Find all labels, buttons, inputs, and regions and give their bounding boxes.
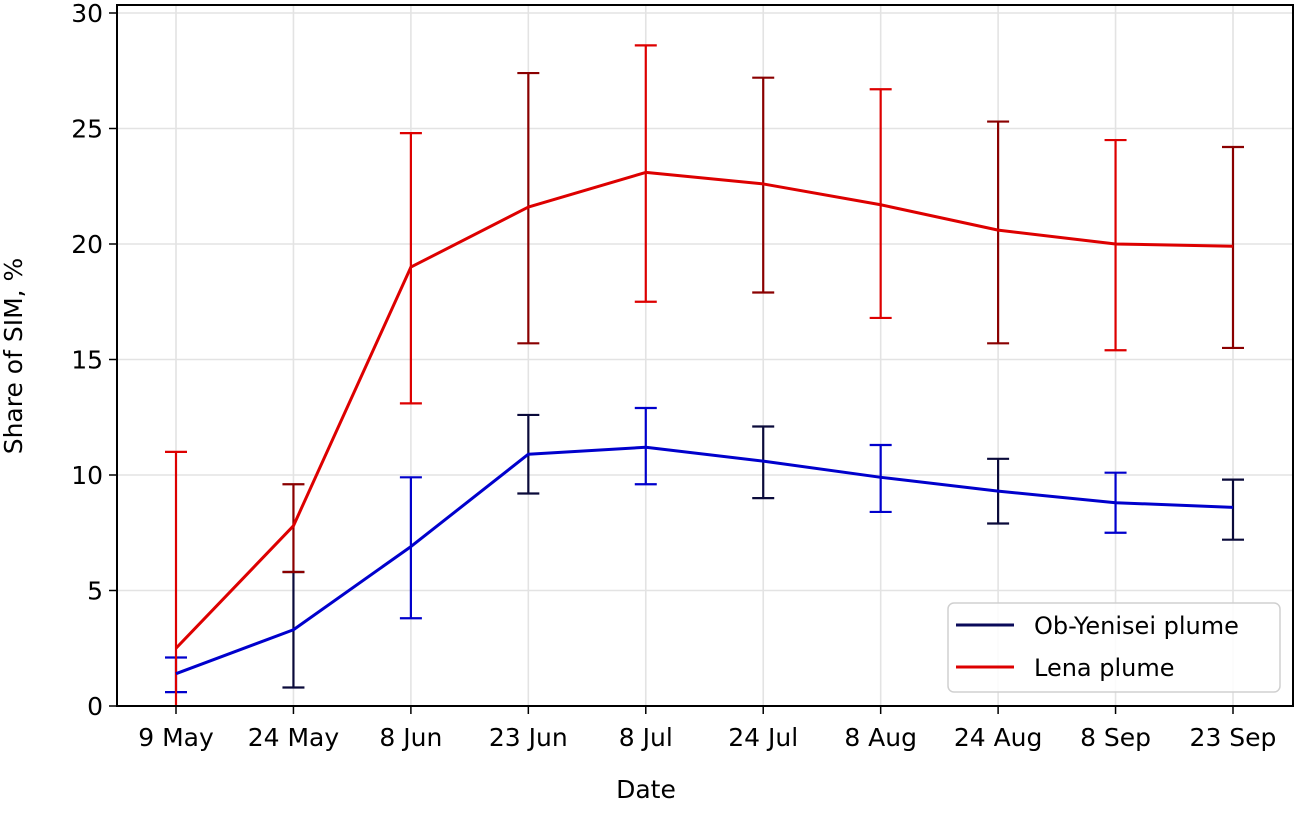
y-tick-label: 20 bbox=[71, 230, 103, 259]
y-axis-title: Share of SIM, % bbox=[0, 258, 28, 455]
x-tick-label: 9 May bbox=[138, 723, 214, 752]
y-tick-label: 30 bbox=[71, 0, 103, 28]
x-tick-label: 23 Jun bbox=[489, 723, 568, 752]
legend-box bbox=[947, 602, 1281, 693]
series-lines bbox=[174, 170, 1234, 676]
legend-label-ob-yenisei: Ob-Yenisei plume bbox=[1034, 612, 1239, 640]
x-tick-label: 8 Aug bbox=[844, 723, 917, 752]
x-tick-label: 24 May bbox=[248, 723, 340, 752]
x-axis-ticks: 9 May 24 May 8 Jun 23 Jun 8 Jul 24 Jul 8 Aug 24… bbox=[138, 706, 1276, 752]
error-bars bbox=[165, 44, 1244, 706]
y-tick-label: 10 bbox=[71, 461, 103, 490]
series-line-lena bbox=[174, 170, 1234, 650]
x-tick-label: 23 Sep bbox=[1190, 723, 1277, 752]
x-tick-label: 24 Aug bbox=[954, 723, 1043, 752]
y-tick-label: 5 bbox=[87, 577, 103, 606]
y-axis-ticks: 0 5 10 15 20 25 30 bbox=[71, 0, 117, 721]
x-axis-title: Date bbox=[616, 775, 676, 804]
y-tick-label: 15 bbox=[71, 346, 103, 375]
x-tick-label: 24 Jul bbox=[728, 723, 798, 752]
series-line-ob-yenisei bbox=[175, 445, 1234, 676]
y-tick-label: 0 bbox=[87, 692, 103, 721]
legend-label-lena: Lena plume bbox=[1034, 654, 1175, 682]
x-tick-label: 8 Jun bbox=[379, 723, 442, 752]
x-tick-label: 8 Sep bbox=[1080, 723, 1151, 752]
x-tick-label: 8 Jul bbox=[619, 723, 673, 752]
legend: Ob-Yenisei plume Lena plume bbox=[947, 602, 1281, 693]
plot-frame bbox=[116, 4, 1294, 707]
y-tick-label: 25 bbox=[71, 115, 103, 144]
